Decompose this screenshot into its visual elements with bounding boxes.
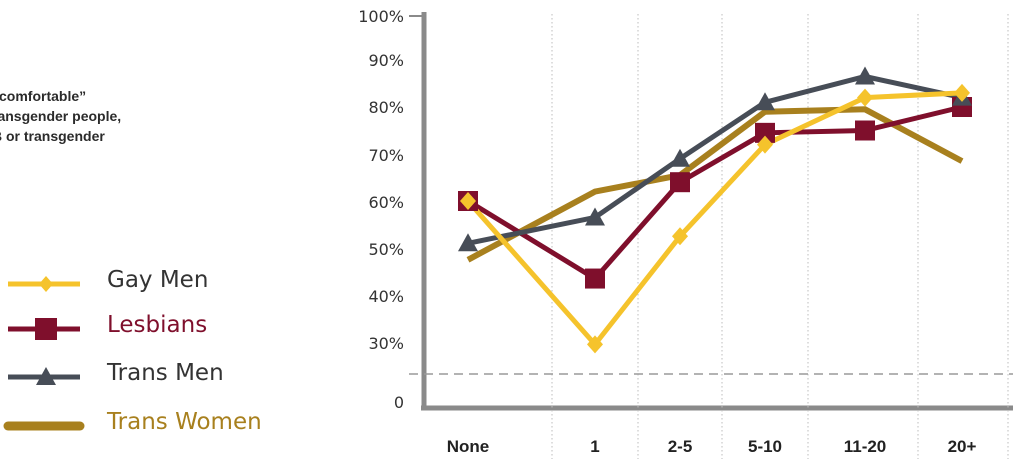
y-tick-label: 60%: [368, 193, 404, 212]
y-tick-label: 70%: [368, 146, 404, 165]
data-point: [855, 120, 875, 141]
y-tick-label: 90%: [368, 51, 404, 70]
description-line: ransgender people,: [0, 108, 122, 124]
data-point: [460, 192, 476, 210]
legend-label: Lesbians: [107, 312, 208, 338]
data-point: [954, 83, 970, 102]
legend-swatch: [8, 367, 80, 385]
data-point: [855, 66, 875, 85]
y-tick-label: 30%: [368, 334, 404, 353]
chart-description: “comfortable” ransgender people, B or tr…: [0, 86, 165, 166]
y-tick-label: 0: [394, 393, 404, 412]
series-line-trans-men: [467, 73, 963, 246]
data-point: [458, 233, 478, 252]
x-tick-label: None: [447, 437, 490, 456]
series-line-lesbians: [466, 104, 963, 282]
legend-label: Trans Men: [107, 360, 224, 386]
x-tick-label: 5-10: [748, 437, 782, 456]
y-tick-label: 100%: [358, 7, 404, 26]
data-point: [587, 335, 603, 354]
data-point: [755, 122, 775, 143]
data-point: [670, 172, 690, 193]
series-line-gay-men: [466, 90, 963, 349]
legend-swatch: [3, 421, 85, 431]
data-point: [670, 148, 690, 167]
description-line: “comfortable”: [0, 88, 87, 104]
legend-item: Trans Women: [0, 404, 300, 444]
legend-item: Trans Men: [0, 355, 300, 395]
x-tick-label: 2-5: [668, 437, 693, 456]
x-tick-label: 11-20: [844, 437, 887, 456]
y-tick-label: 40%: [368, 287, 404, 306]
legend-marker: [35, 318, 57, 340]
data-point: [585, 268, 605, 289]
y-tick-label: 80%: [368, 98, 404, 117]
series-line-trans-women: [466, 106, 964, 263]
data-point: [857, 88, 873, 107]
x-tick-label: 1: [590, 437, 599, 456]
legend-label: Trans Women: [107, 409, 262, 435]
x-tick-label: 20+: [948, 437, 977, 456]
legend-marker: [39, 276, 53, 292]
data-point: [585, 207, 605, 226]
description-line: B or transgender: [0, 128, 105, 144]
legend-label: Gay Men: [107, 267, 209, 293]
legend-marker: [36, 367, 56, 385]
legend-swatch: [8, 318, 80, 340]
legend-item: Lesbians: [0, 307, 300, 347]
legend-swatch: [8, 276, 80, 292]
data-point: [755, 92, 775, 111]
data-point: [672, 227, 688, 246]
legend-item: Gay Men: [0, 262, 300, 302]
y-tick-label: 50%: [368, 240, 404, 259]
data-point: [757, 135, 773, 154]
